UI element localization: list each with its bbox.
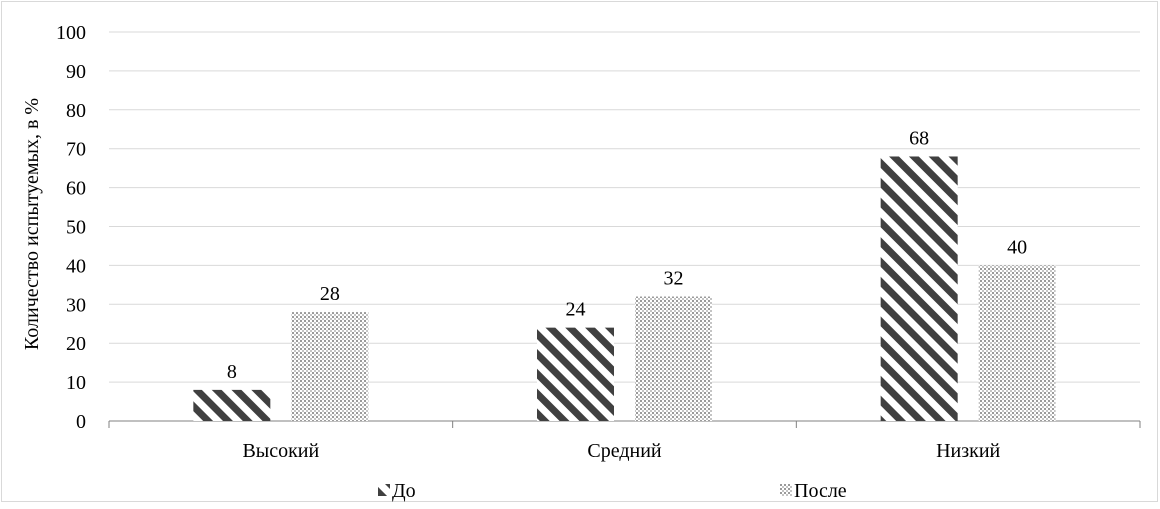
bar-data-label: 68	[909, 127, 929, 149]
bar-data-label: 32	[664, 268, 684, 290]
axes: 0 10 20 30 40 50 60 70 80 90 100 Высокий Средний Низк…	[56, 22, 1141, 462]
x-tick-label: Низкий	[936, 440, 1000, 462]
y-tick-label: 70	[66, 139, 86, 161]
bar-data-label: 40	[1007, 236, 1027, 258]
legend-swatch	[378, 484, 390, 496]
bar	[635, 296, 712, 421]
y-tick-label: 0	[76, 411, 86, 433]
data-labels: 8 28 24 32 68 40	[227, 127, 1027, 382]
bar-data-label: 28	[320, 283, 340, 305]
legend: До После	[378, 480, 847, 502]
y-tick-label: 40	[66, 255, 86, 277]
y-axis-title: Количество испытуемых, в %	[21, 98, 43, 350]
legend-label: До	[392, 480, 416, 502]
bar-data-label: 24	[566, 299, 586, 321]
x-tick-label: Высокий	[242, 440, 319, 462]
bar	[193, 389, 271, 421]
bar	[978, 265, 1056, 421]
y-tick-label: 50	[66, 217, 86, 239]
y-tick-label: 10	[66, 372, 86, 394]
y-tick-label: 100	[56, 22, 86, 44]
legend-swatch	[780, 484, 792, 496]
y-tick-label: 80	[66, 100, 86, 122]
bar	[880, 156, 958, 422]
legend-label: После	[794, 480, 847, 502]
bar	[537, 327, 614, 421]
bar	[291, 312, 369, 421]
y-tick-label: 30	[66, 294, 86, 316]
y-tick-label: 20	[66, 333, 86, 355]
y-tick-label: 60	[66, 178, 86, 200]
gridlines	[109, 31, 1140, 383]
y-tick-label: 90	[66, 61, 86, 83]
x-tick-label: Средний	[587, 440, 662, 462]
bar-data-label: 8	[227, 361, 237, 383]
bars	[193, 156, 1056, 422]
